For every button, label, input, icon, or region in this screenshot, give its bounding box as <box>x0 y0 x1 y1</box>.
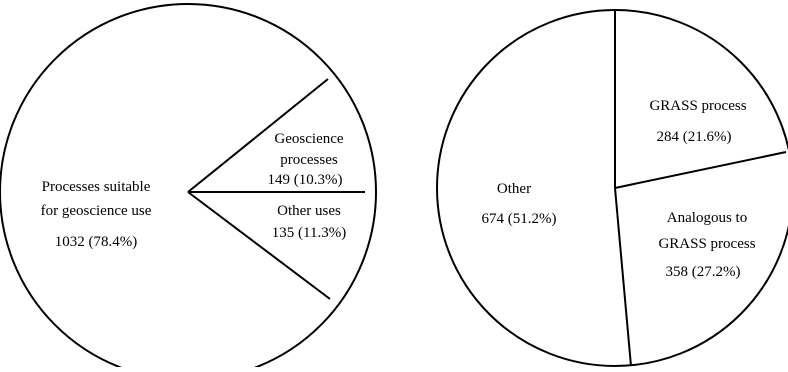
slice-value-label: 135 (11.3%) <box>272 225 346 241</box>
slice-value-label: 674 (51.2%) <box>482 211 557 227</box>
slice-label-line: processes <box>280 152 338 168</box>
slice-value-label: 1032 (78.4%) <box>55 234 138 250</box>
slice-label-line: GRASS process <box>658 236 755 252</box>
slice-label-line: Other <box>497 181 531 197</box>
slice-label-line: Analogous to <box>667 210 747 226</box>
slice-label-line: GRASS process <box>649 98 746 114</box>
pie-outline-right <box>436 9 788 367</box>
slice-label-line: Other uses <box>277 203 341 219</box>
slice-label-line: Processes suitable <box>42 179 151 195</box>
pie-chart-processes: Processes suitable for geoscience use 10… <box>0 3 377 372</box>
pie-chart-grass: GRASS process 284 (21.6%) Analogous to G… <box>436 9 788 367</box>
slice-value-label: 358 (27.2%) <box>666 264 741 280</box>
divider-right-lower <box>614 187 632 367</box>
pie-outline-left <box>0 3 377 372</box>
divider-left-lower <box>187 191 331 300</box>
divider-left-upper <box>187 78 329 193</box>
slice-value-label: 149 (10.3%) <box>268 172 343 188</box>
divider-right-upper <box>614 151 787 189</box>
slice-value-label: 284 (21.6%) <box>657 129 732 145</box>
slice-label-line: Geoscience <box>274 131 343 147</box>
slice-label-line: for geoscience use <box>41 203 152 219</box>
